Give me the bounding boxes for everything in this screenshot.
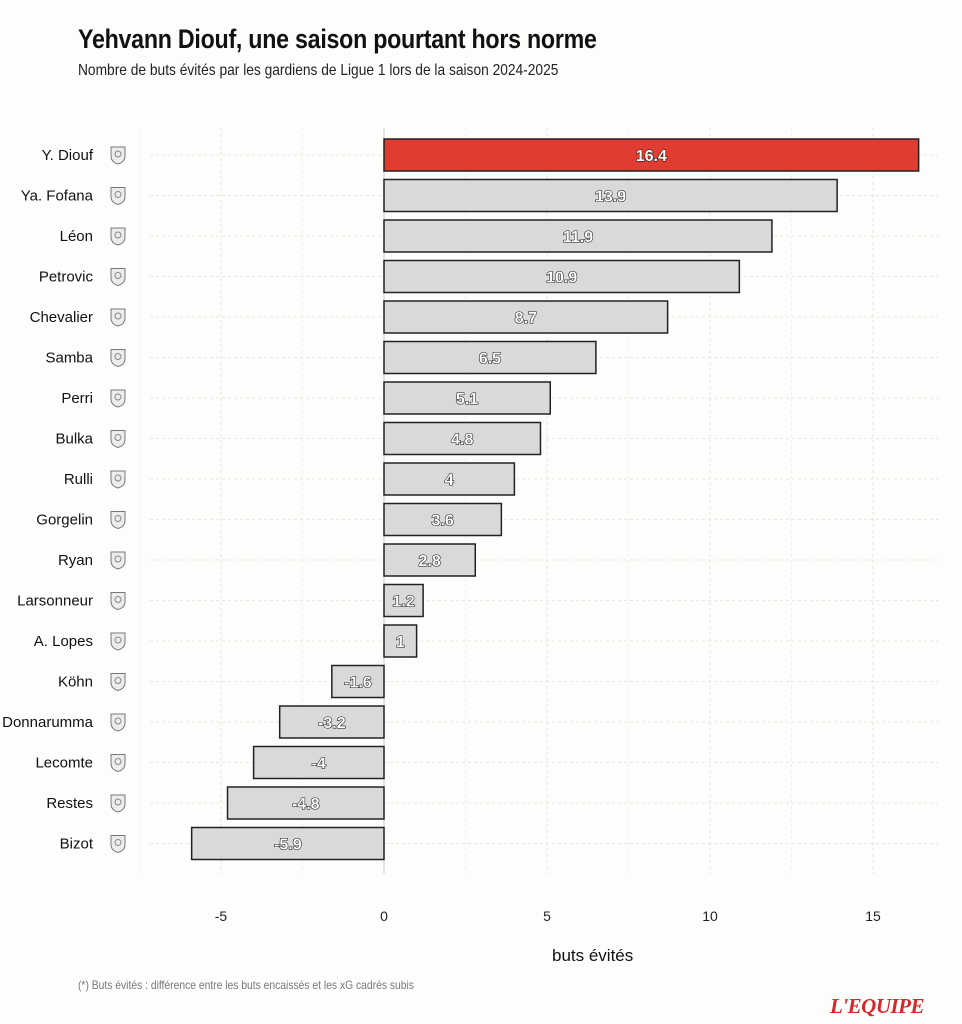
x-tick-label: 15 <box>865 908 881 924</box>
reims-crest-icon <box>110 146 126 165</box>
bar-chart: 16.4 13.9 11.9 10.9 8.7 6.5 5.1 4.8 4 3.6 2.8 1.2 1 -… <box>2 128 939 965</box>
chart-title: Yehvann Diouf, une saison pourtant hors … <box>78 24 597 54</box>
bar-larsonneur <box>383 583 424 618</box>
brand-logo: L'EQUIPE <box>830 994 925 1018</box>
bar-value-label: 10.9 <box>546 270 577 287</box>
le-havre-crest-icon <box>110 511 126 530</box>
category-label: Samba <box>45 350 93 367</box>
category-label: Ryan <box>58 552 93 569</box>
marseille-crest-icon <box>110 470 126 489</box>
bar-value-label: -3.2 <box>318 715 346 732</box>
bar-samba <box>383 340 597 375</box>
category-labels: Y. Diouf Ya. Fofana Léon Petrovic Chevalier S… <box>2 146 126 854</box>
toulouse-crest-icon <box>110 794 126 813</box>
nice-crest-icon <box>110 430 126 449</box>
bar-value-label: 8.7 <box>515 310 537 327</box>
lens-crest-icon <box>110 551 126 570</box>
category-label: Gorgelin <box>36 512 93 529</box>
bar-value-label: 1 <box>396 634 405 651</box>
bar-chevalier <box>383 300 669 334</box>
bar-value-label: -1.6 <box>344 675 372 692</box>
brest-crest-icon <box>110 835 126 854</box>
x-tick-label: 10 <box>702 908 718 924</box>
category-label: Petrovic <box>39 269 94 286</box>
strasbourg-crest-icon <box>110 268 126 287</box>
bar-petrovic <box>383 259 741 294</box>
bar-value-label: 6.5 <box>479 351 501 368</box>
category-label: Y. Diouf <box>42 147 94 164</box>
psg-crest-icon <box>110 713 126 732</box>
bar-gorgelin <box>383 502 503 537</box>
category-label: Bizot <box>60 836 94 853</box>
bar-value-label: 2.8 <box>419 553 441 570</box>
chart-subtitle: Nombre de buts évités par les gardiens d… <box>78 62 559 79</box>
bar-value-label: 4 <box>445 472 454 489</box>
bar-ya-fofana <box>383 178 838 213</box>
category-label: Perri <box>61 390 93 407</box>
bar-restes <box>226 786 385 820</box>
bar-value-label: 11.9 <box>563 229 593 246</box>
bar-value-label: -4 <box>312 756 326 773</box>
x-tick-label: -5 <box>215 908 228 924</box>
angers-crest-icon <box>110 187 126 206</box>
x-tick-label: 0 <box>380 908 388 924</box>
bar-rulli <box>383 462 516 496</box>
bar-value-label: 16.4 <box>636 148 667 165</box>
category-label: Chevalier <box>30 309 93 326</box>
bar-value-label: 1.2 <box>392 594 414 611</box>
bar-k-hn <box>331 664 385 699</box>
x-tick-label: 5 <box>543 908 551 924</box>
saint-etienne-crest-icon <box>110 592 126 611</box>
bar-ryan <box>383 543 477 577</box>
bar-value-label: -4.8 <box>292 796 320 813</box>
category-label: Léon <box>60 228 93 245</box>
x-axis: -5 0 5 10 15 buts évités <box>215 908 881 965</box>
category-label: Bulka <box>55 431 93 448</box>
category-label: Köhn <box>58 674 93 691</box>
bar-value-label: 4.8 <box>451 432 473 449</box>
grid-lines <box>139 128 939 874</box>
auxerre-crest-icon <box>110 227 126 246</box>
bar-a-lopes <box>383 624 418 658</box>
nantes-crest-icon <box>110 632 126 651</box>
bar-perri <box>383 381 552 415</box>
category-label: Ya. Fofana <box>21 188 94 205</box>
category-label: Lecomte <box>35 755 93 772</box>
category-label: Restes <box>46 795 93 812</box>
bar-value-label: -5.9 <box>274 837 302 854</box>
category-label: A. Lopes <box>34 633 93 650</box>
lyon-crest-icon <box>110 389 126 408</box>
bar-value-label: 5.1 <box>456 391 478 408</box>
category-label: Donnarumma <box>2 714 94 731</box>
bar-value-label: 3.6 <box>432 513 454 530</box>
category-label: Rulli <box>64 471 93 488</box>
bar-lecomte <box>252 745 385 780</box>
category-label: Larsonneur <box>17 593 93 610</box>
bar-bulka <box>383 421 542 456</box>
monaco-crest-icon <box>110 673 126 692</box>
montpellier-crest-icon <box>110 754 126 773</box>
bar-l-on <box>383 219 773 253</box>
bars: 16.4 13.9 11.9 10.9 8.7 6.5 5.1 4.8 4 3.6 2.8 1.2 1 -… <box>190 138 920 861</box>
lille-crest-icon <box>110 308 126 327</box>
bar-donnarumma <box>278 705 385 739</box>
footnote: (*) Buts évités : différence entre les b… <box>78 978 414 992</box>
bar-y-diouf <box>383 138 920 172</box>
x-axis-label: buts évités <box>552 946 633 965</box>
bar-value-label: 13.9 <box>595 189 626 206</box>
rennes-crest-icon <box>110 349 126 368</box>
bar-bizot <box>190 826 385 861</box>
